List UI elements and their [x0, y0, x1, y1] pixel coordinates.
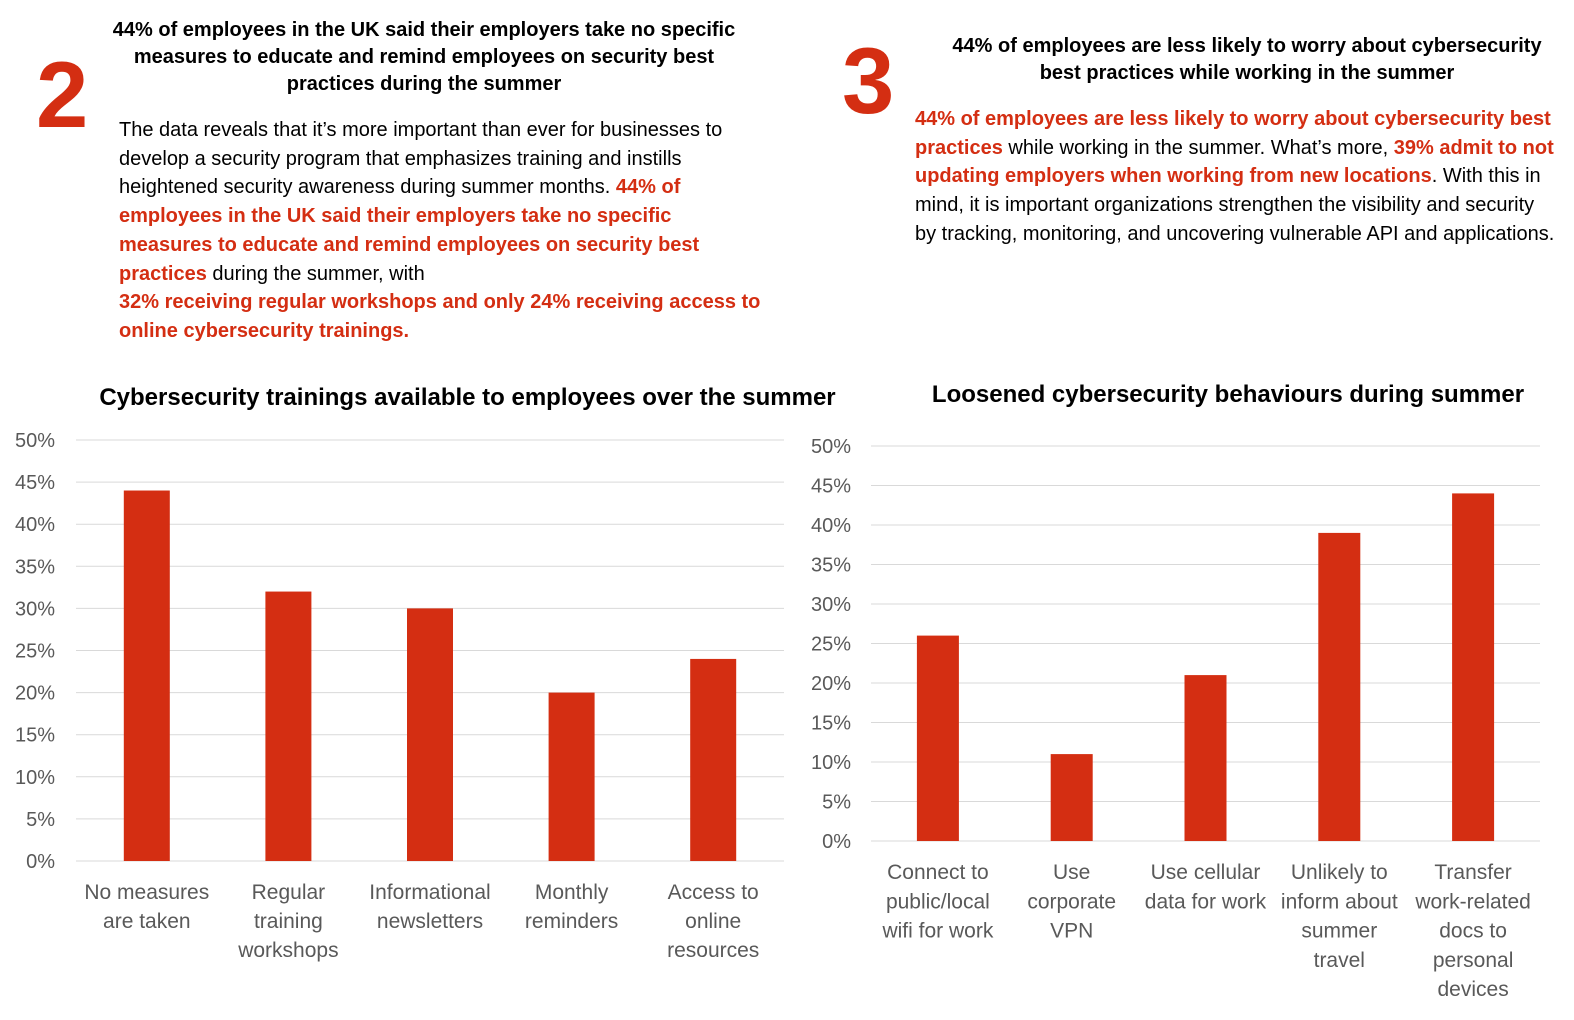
chart-1-ytick-label: 25% [15, 641, 55, 663]
chart-1-category-label: No measures are taken [84, 881, 209, 933]
chart-1-title: Cybersecurity trainings available to emp… [99, 384, 836, 411]
section-3-headline: 44% of employees are less likely to worr… [952, 35, 1542, 84]
chart-1-ytick-label: 45% [15, 472, 55, 494]
chart-1-ytick-label: 50% [15, 430, 55, 452]
chart-1-ytick-label: 5% [26, 809, 55, 831]
chart-2-category-label: Use corporate VPN [1027, 861, 1116, 943]
chart-2-ytick-label: 20% [811, 673, 851, 695]
chart-2-bar [916, 635, 959, 841]
chart-2-ytick-label: 35% [811, 555, 851, 577]
chart-1-ytick-label: 10% [15, 767, 55, 789]
chart-1-bar [548, 692, 595, 861]
chart-2-ytick-label: 40% [811, 515, 851, 537]
chart-2-category-label: Connect to public/local wifi for work [881, 861, 993, 943]
chart-2-ytick-label: 0% [822, 831, 851, 853]
chart-1-ytick-label: 35% [15, 556, 55, 578]
chart-1-category-label: Informational newsletters [369, 881, 490, 933]
section-3-number: 3 [842, 28, 895, 133]
section-2-intro: The data reveals that it’s more importan… [119, 119, 723, 199]
chart-1-bar [123, 490, 170, 861]
section-3-body: 44% of employees are less likely to worr… [915, 105, 1560, 249]
chart-1-bar [690, 658, 737, 861]
chart-2-ytick-label: 25% [811, 634, 851, 656]
section-3-mid: while working in the summer. What’s more… [1002, 136, 1394, 159]
section-2-headline: 44% of employees in the UK said their em… [112, 19, 736, 95]
chart-2-title: Loosened cybersecurity behaviours during… [931, 381, 1525, 408]
chart-1-ytick-label: 0% [26, 851, 55, 873]
section-3-end: . With this in mind, it is important org… [915, 165, 1555, 245]
chart-2-bar [1184, 675, 1227, 841]
chart-1-ytick-label: 30% [15, 598, 55, 620]
chart-2-ytick-label: 30% [811, 594, 851, 616]
chart-2-category-label: Use cellular data for work [1145, 861, 1267, 913]
chart-2-ytick-label: 50% [811, 436, 851, 458]
chart-1-bar [407, 608, 453, 861]
section-2-body: The data reveals that it’s more importan… [119, 116, 767, 346]
chart-2-bar [1050, 754, 1093, 841]
chart-1-bar [265, 591, 312, 861]
chart-1-ytick-label: 40% [15, 514, 55, 536]
chart-1-category-label: Monthly reminders [525, 881, 618, 933]
chart-1-ytick-label: 15% [15, 725, 55, 747]
chart-2-ytick-label: 45% [811, 476, 851, 498]
chart-2-ytick-label: 15% [811, 713, 851, 735]
chart-1-category-label: Regular training workshops [237, 881, 338, 962]
chart-1-category-label: Access to online resources [667, 881, 759, 962]
chart-2-ytick-label: 10% [811, 752, 851, 774]
section-2-mid: during the summer, with [206, 262, 425, 285]
chart-2-bar [1318, 532, 1361, 841]
chart-2-category-label: Unlikely to inform about summer travel [1281, 861, 1398, 972]
section-2-highlight-1: 44% of employees in the UK said their em… [119, 176, 700, 285]
chart-2-category-label: Transfer work-related docs to personal devic… [1414, 861, 1531, 1001]
chart-2-ytick-label: 5% [822, 792, 851, 814]
chart-2-bar [1452, 493, 1495, 841]
chart-1-ytick-label: 20% [15, 683, 55, 705]
section-2-number: 2 [36, 42, 89, 147]
section-3-highlight-1: 44% of employees are less likely to worr… [915, 108, 1551, 159]
section-2-highlight-2: 32% receiving regular workshops and only… [119, 291, 761, 342]
section-3-highlight-2: 39% admit to not updating employers when… [915, 136, 1554, 188]
